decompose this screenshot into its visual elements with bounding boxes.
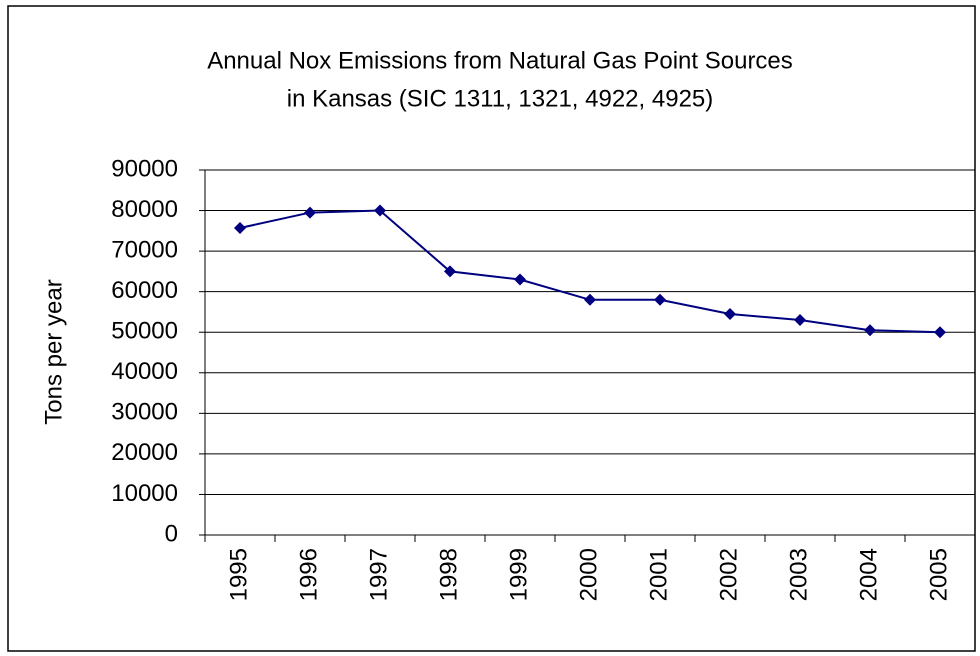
data-point [514,273,526,286]
y-tick-label: 30000 [111,399,178,426]
y-tick-label: 90000 [111,155,178,182]
y-axis-label: Tons per year [40,279,67,424]
data-point [864,324,876,337]
chart-title: Annual Nox Emissions from Natural Gas Po… [207,47,793,74]
data-point [654,293,666,306]
y-tick-label: 10000 [111,480,178,507]
chart-title: in Kansas (SIC 1311, 1321, 4922, 4925) [287,85,714,112]
data-point [724,307,736,320]
x-tick-label: 1996 [295,548,322,601]
y-tick-label: 20000 [111,439,178,466]
x-tick-label: 2000 [575,548,602,601]
y-tick-label: 40000 [111,358,178,385]
x-tick-label: 1998 [435,548,462,601]
data-point [304,206,316,219]
chart-frame [7,5,976,652]
x-tick-label: 2003 [785,548,812,601]
x-tick-label: 1997 [365,548,392,601]
data-point [794,314,806,327]
x-tick-label: 2001 [645,548,672,601]
y-tick-label: 50000 [111,318,178,345]
y-tick-label: 80000 [111,196,178,223]
data-point [444,265,456,278]
y-tick-label: 0 [165,520,178,547]
x-tick-label: 2004 [855,548,882,601]
x-tick-label: 2005 [925,548,952,601]
x-tick-label: 2002 [715,548,742,601]
y-tick-label: 70000 [111,236,178,263]
data-point [584,293,596,306]
data-point [374,204,386,217]
y-tick-label: 60000 [111,277,178,304]
x-tick-label: 1999 [505,548,532,601]
x-tick-label: 1995 [225,548,252,601]
data-point [234,221,246,234]
data-point [934,326,946,339]
